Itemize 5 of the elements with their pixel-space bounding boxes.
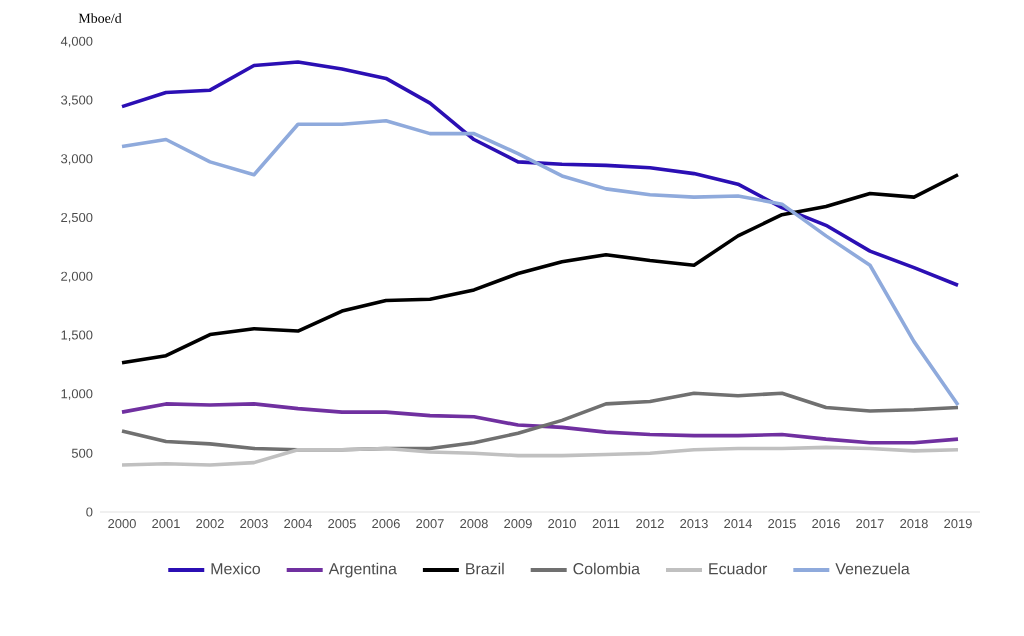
line-series — [120, 60, 960, 288]
line-series — [120, 172, 960, 365]
line-series — [120, 118, 960, 407]
line-series — [120, 402, 960, 445]
line-series — [120, 445, 960, 467]
